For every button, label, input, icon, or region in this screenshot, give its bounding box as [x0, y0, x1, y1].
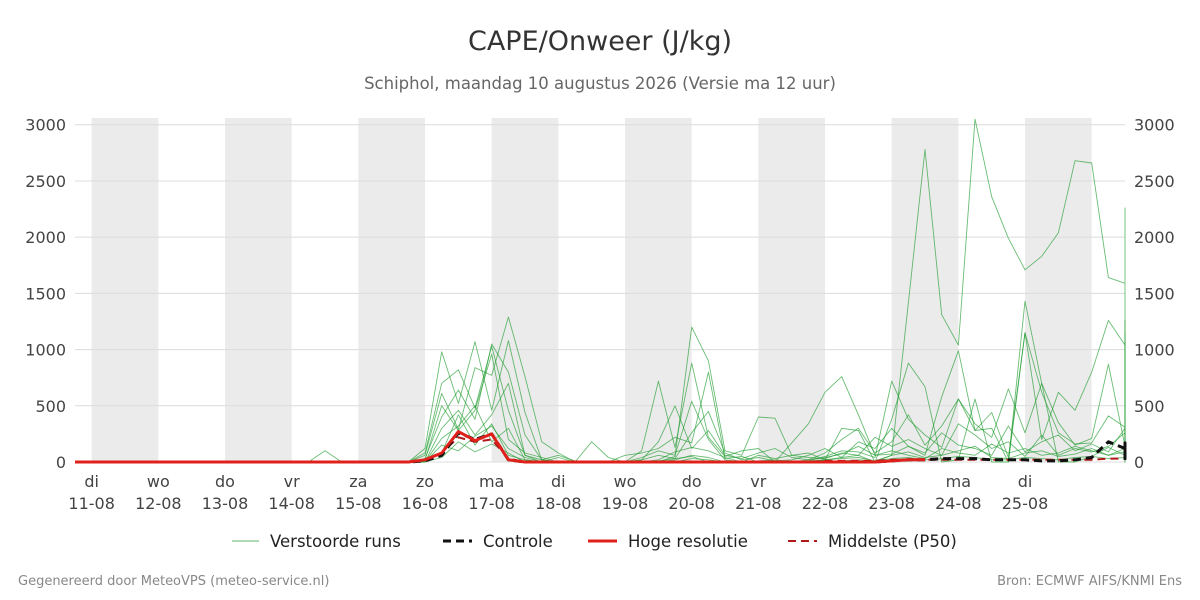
y-tick-label: 0 — [56, 453, 66, 472]
x-tick-date: 15-08 — [335, 494, 382, 513]
legend: Verstoorde runs Controle Hoge resolutie … — [232, 532, 957, 551]
x-tick-date: 14-08 — [268, 494, 315, 513]
day-band — [358, 118, 425, 462]
y-tick-label: 2000 — [1134, 228, 1175, 247]
x-axis: di 11-08 wo 12-08 do 13-08 vr 14-08 za 15-08 zo 16-… — [68, 472, 1048, 513]
x-tick-date: 24-08 — [935, 494, 982, 513]
day-band — [758, 118, 825, 462]
x-tick-day: di — [551, 472, 566, 491]
y-tick-label: 3000 — [25, 116, 66, 135]
y-axis-right: 0 500 1000 1500 2000 2500 3000 — [1134, 116, 1175, 472]
legend-item-perturbed[interactable]: Verstoorde runs — [232, 532, 401, 551]
y-axis-left: 0 500 1000 1500 2000 2500 3000 — [25, 116, 66, 472]
y-tick-label: 500 — [1134, 397, 1165, 416]
y-tick-label: 0 — [1134, 453, 1144, 472]
y-tick-label: 1500 — [1134, 284, 1175, 303]
y-tick-label: 2000 — [25, 228, 66, 247]
day-band — [91, 118, 159, 462]
legend-label-perturbed: Verstoorde runs — [270, 532, 401, 551]
day-band — [891, 118, 959, 462]
x-tick-day: wo — [147, 472, 170, 491]
x-tick-day: ma — [479, 472, 504, 491]
hires-line — [75, 430, 925, 464]
x-tick-date: 16-08 — [402, 494, 449, 513]
y-tick-label: 1000 — [1134, 341, 1175, 360]
footer-generated-by: Gegenereerd door MeteoVPS (meteo-service… — [18, 574, 329, 589]
chart-subtitle: Schiphol, maandag 10 augustus 2026 (Vers… — [364, 74, 836, 93]
footer-source: Bron: ECMWF AIFS/KNMI Ens — [997, 574, 1182, 589]
y-tick-label: 1500 — [25, 284, 66, 303]
x-tick-date: 11-08 — [68, 494, 115, 513]
day-band — [225, 118, 292, 462]
x-tick-day: ma — [946, 472, 971, 491]
day-band — [491, 118, 559, 462]
y-tick-label: 2500 — [25, 172, 66, 191]
day-shading — [91, 118, 1092, 462]
chart-title: CAPE/Onweer (J/kg) — [468, 26, 732, 57]
y-tick-label: 1000 — [25, 341, 66, 360]
x-tick-day: do — [215, 472, 235, 491]
legend-item-hires[interactable]: Hoge resolutie — [588, 532, 748, 551]
x-tick-day: vr — [750, 472, 766, 491]
y-tick-label: 500 — [35, 397, 66, 416]
y-tick-label: 3000 — [1134, 116, 1175, 135]
legend-item-control[interactable]: Controle — [443, 532, 553, 551]
legend-item-median[interactable]: Middelste (P50) — [788, 532, 957, 551]
x-tick-date: 13-08 — [202, 494, 249, 513]
x-tick-day: wo — [614, 472, 637, 491]
x-tick-date: 25-08 — [1002, 494, 1049, 513]
y-tick-label: 2500 — [1134, 172, 1175, 191]
x-tick-date: 23-08 — [868, 494, 915, 513]
x-tick-date: 18-08 — [535, 494, 582, 513]
legend-label-median: Middelste (P50) — [828, 532, 957, 551]
legend-label-hires: Hoge resolutie — [628, 532, 748, 551]
x-tick-date: 21-08 — [735, 494, 782, 513]
main-series — [75, 430, 1127, 464]
day-band — [625, 118, 692, 462]
x-tick-day: do — [682, 472, 702, 491]
x-tick-date: 22-08 — [802, 494, 849, 513]
x-tick-day: di — [1018, 472, 1033, 491]
x-tick-day: za — [349, 472, 367, 491]
x-tick-date: 20-08 — [668, 494, 715, 513]
x-tick-date: 12-08 — [135, 494, 182, 513]
x-tick-day: zo — [416, 472, 434, 491]
x-tick-day: di — [84, 472, 99, 491]
legend-label-control: Controle — [483, 532, 553, 551]
x-tick-day: zo — [883, 472, 901, 491]
x-tick-day: za — [816, 472, 834, 491]
day-band — [1025, 118, 1092, 462]
x-tick-date: 19-08 — [602, 494, 649, 513]
x-tick-day: vr — [284, 472, 300, 491]
x-tick-date: 17-08 — [468, 494, 515, 513]
